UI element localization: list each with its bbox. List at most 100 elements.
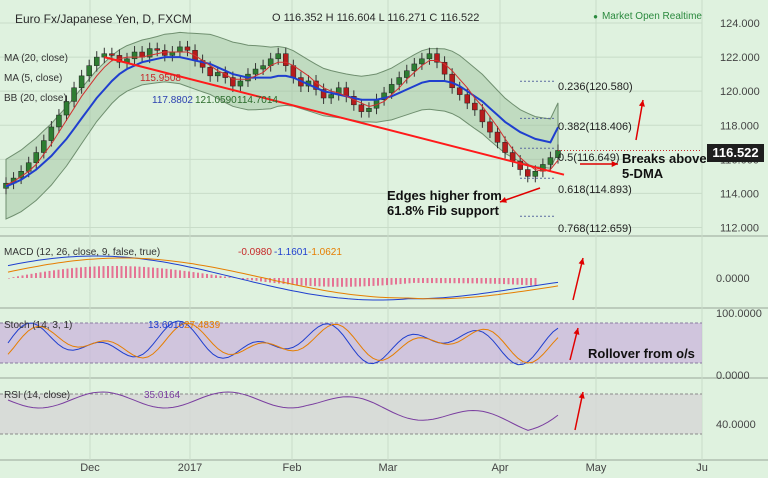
ma5-label[interactable]: MA (5, close) [4,73,63,84]
candle-body-34 [260,65,266,70]
macd-hist-2 [17,276,19,278]
candle-body-42 [320,89,327,99]
candle-body-8 [63,101,70,116]
ma20-label[interactable]: MA (20, close) [4,53,68,64]
rollover-annotation: Rollover from o/s [588,346,695,361]
macd-hist-27 [129,266,132,278]
macd-hist-47 [219,275,222,278]
macd-hist-104 [476,278,478,284]
arrow-up-price-shaft [635,99,644,141]
macd-hist-49 [228,277,231,278]
candle-body-36 [275,53,281,60]
bb-label[interactable]: BB (20, close) [4,93,67,104]
macd-hist-86 [395,278,397,285]
macd-hist-5 [30,273,33,278]
macd-hist-65 [300,278,303,286]
candle-body-68 [517,160,523,170]
candle-body-5 [41,140,47,153]
macd-hist-75 [345,278,348,287]
macd-hist-32 [152,267,154,278]
macd-hist-43 [201,273,204,278]
axes: 124.000122.000120.000118.000116.000114.0… [80,18,762,474]
macd-hist-105 [480,278,483,284]
macd-hist-15 [75,267,78,278]
macd-hist-98 [449,278,451,284]
macd-hist-108 [494,278,496,284]
macd-hist-30 [143,266,145,278]
time-tick-3: Mar [379,462,398,474]
ohlc-readout: O 116.352 H 116.604 L 116.271 C 116.522 [272,12,480,24]
macd-hist-54 [251,278,253,281]
macd-hist-29 [138,266,141,278]
candle-body-20 [154,48,160,51]
candle-body-41 [313,80,319,90]
candle-body-54 [411,63,418,71]
macd-hist-63 [291,278,294,285]
time-tick-0: Dec [80,462,100,474]
fib-label-0618: 0.618(114.893) [558,184,632,196]
arrow-up-rsi-shaft [574,391,584,431]
macd-hist-33 [156,267,159,278]
macd-value-2: -1.1601 [274,247,308,258]
grid-lines [0,0,768,461]
macd-hist-44 [206,273,208,278]
macd-hist-101 [462,278,465,284]
macd-hist-113 [516,278,519,285]
edges-annotation: Edges higher from 61.8% Fib support [387,188,502,218]
stoch-label[interactable]: Stoch (14, 3, 1) [4,320,73,331]
rsi-label[interactable]: RSI (14, close) [4,390,71,401]
fib-label-0382: 0.382(118.406) [558,121,632,133]
candle-body-57 [434,53,440,63]
macd-hist-68 [314,278,316,287]
candle-body-50 [381,92,387,100]
macd-hist-38 [179,270,181,278]
fib-label-0768: 0.768(112.659) [558,223,632,235]
osc-tick-2: 0.0000 [716,370,750,382]
candle-body-19 [146,48,153,58]
arrow-edges-shaft [499,187,541,203]
annotation-arrows [499,99,645,431]
breaks-line-2: 5-DMA [622,166,664,181]
macd-hist-41 [192,272,195,278]
osc-tick-1: 100.0000 [716,308,762,320]
macd-hist-85 [390,278,393,285]
candle-body-33 [252,68,259,75]
candle-body-53 [404,70,410,78]
macd-hist-112 [512,278,514,285]
edges-line-1: Edges higher from [387,188,502,203]
arrow-up-rsi-head [578,392,585,399]
macd-hist-35 [165,268,168,278]
macd-hist-34 [161,268,163,278]
macd-hist-19 [93,266,96,278]
macd-hist-37 [174,269,177,278]
macd-label[interactable]: MACD (12, 26, close, 9, false, true) [4,247,161,258]
macd-value-1: -0.0980 [238,247,272,258]
macd-hist-95 [435,278,438,284]
macd-hist-82 [377,278,379,286]
macd-hist-96 [440,278,442,284]
candle-body-70 [532,171,539,177]
candle-body-43 [328,94,334,99]
macd-hist-71 [327,278,330,287]
arrow-breaks-head [611,160,618,168]
candle-body-64 [487,121,493,133]
macd-hist-31 [147,267,150,278]
arrow-up-macd-shaft [572,257,584,301]
macd-hist-102 [467,278,469,284]
macd-hist-11 [57,269,60,278]
market-status: Market Open Realtime [593,11,702,22]
macd-hist-4 [26,274,28,278]
macd-hist-91 [417,278,420,283]
macd-hist-45 [210,274,213,278]
macd-hist-61 [282,278,285,284]
price-tick-6: 112.000 [720,222,759,234]
bb-basis: 117.8802 [152,95,193,106]
fib-levels [520,80,702,217]
macd-hist-66 [305,278,307,286]
candle-body-24 [184,46,191,51]
macd-hist-100 [458,278,460,284]
macd-hist-115 [525,278,528,286]
candle-body-47 [358,104,365,112]
ma20-line [5,56,559,188]
